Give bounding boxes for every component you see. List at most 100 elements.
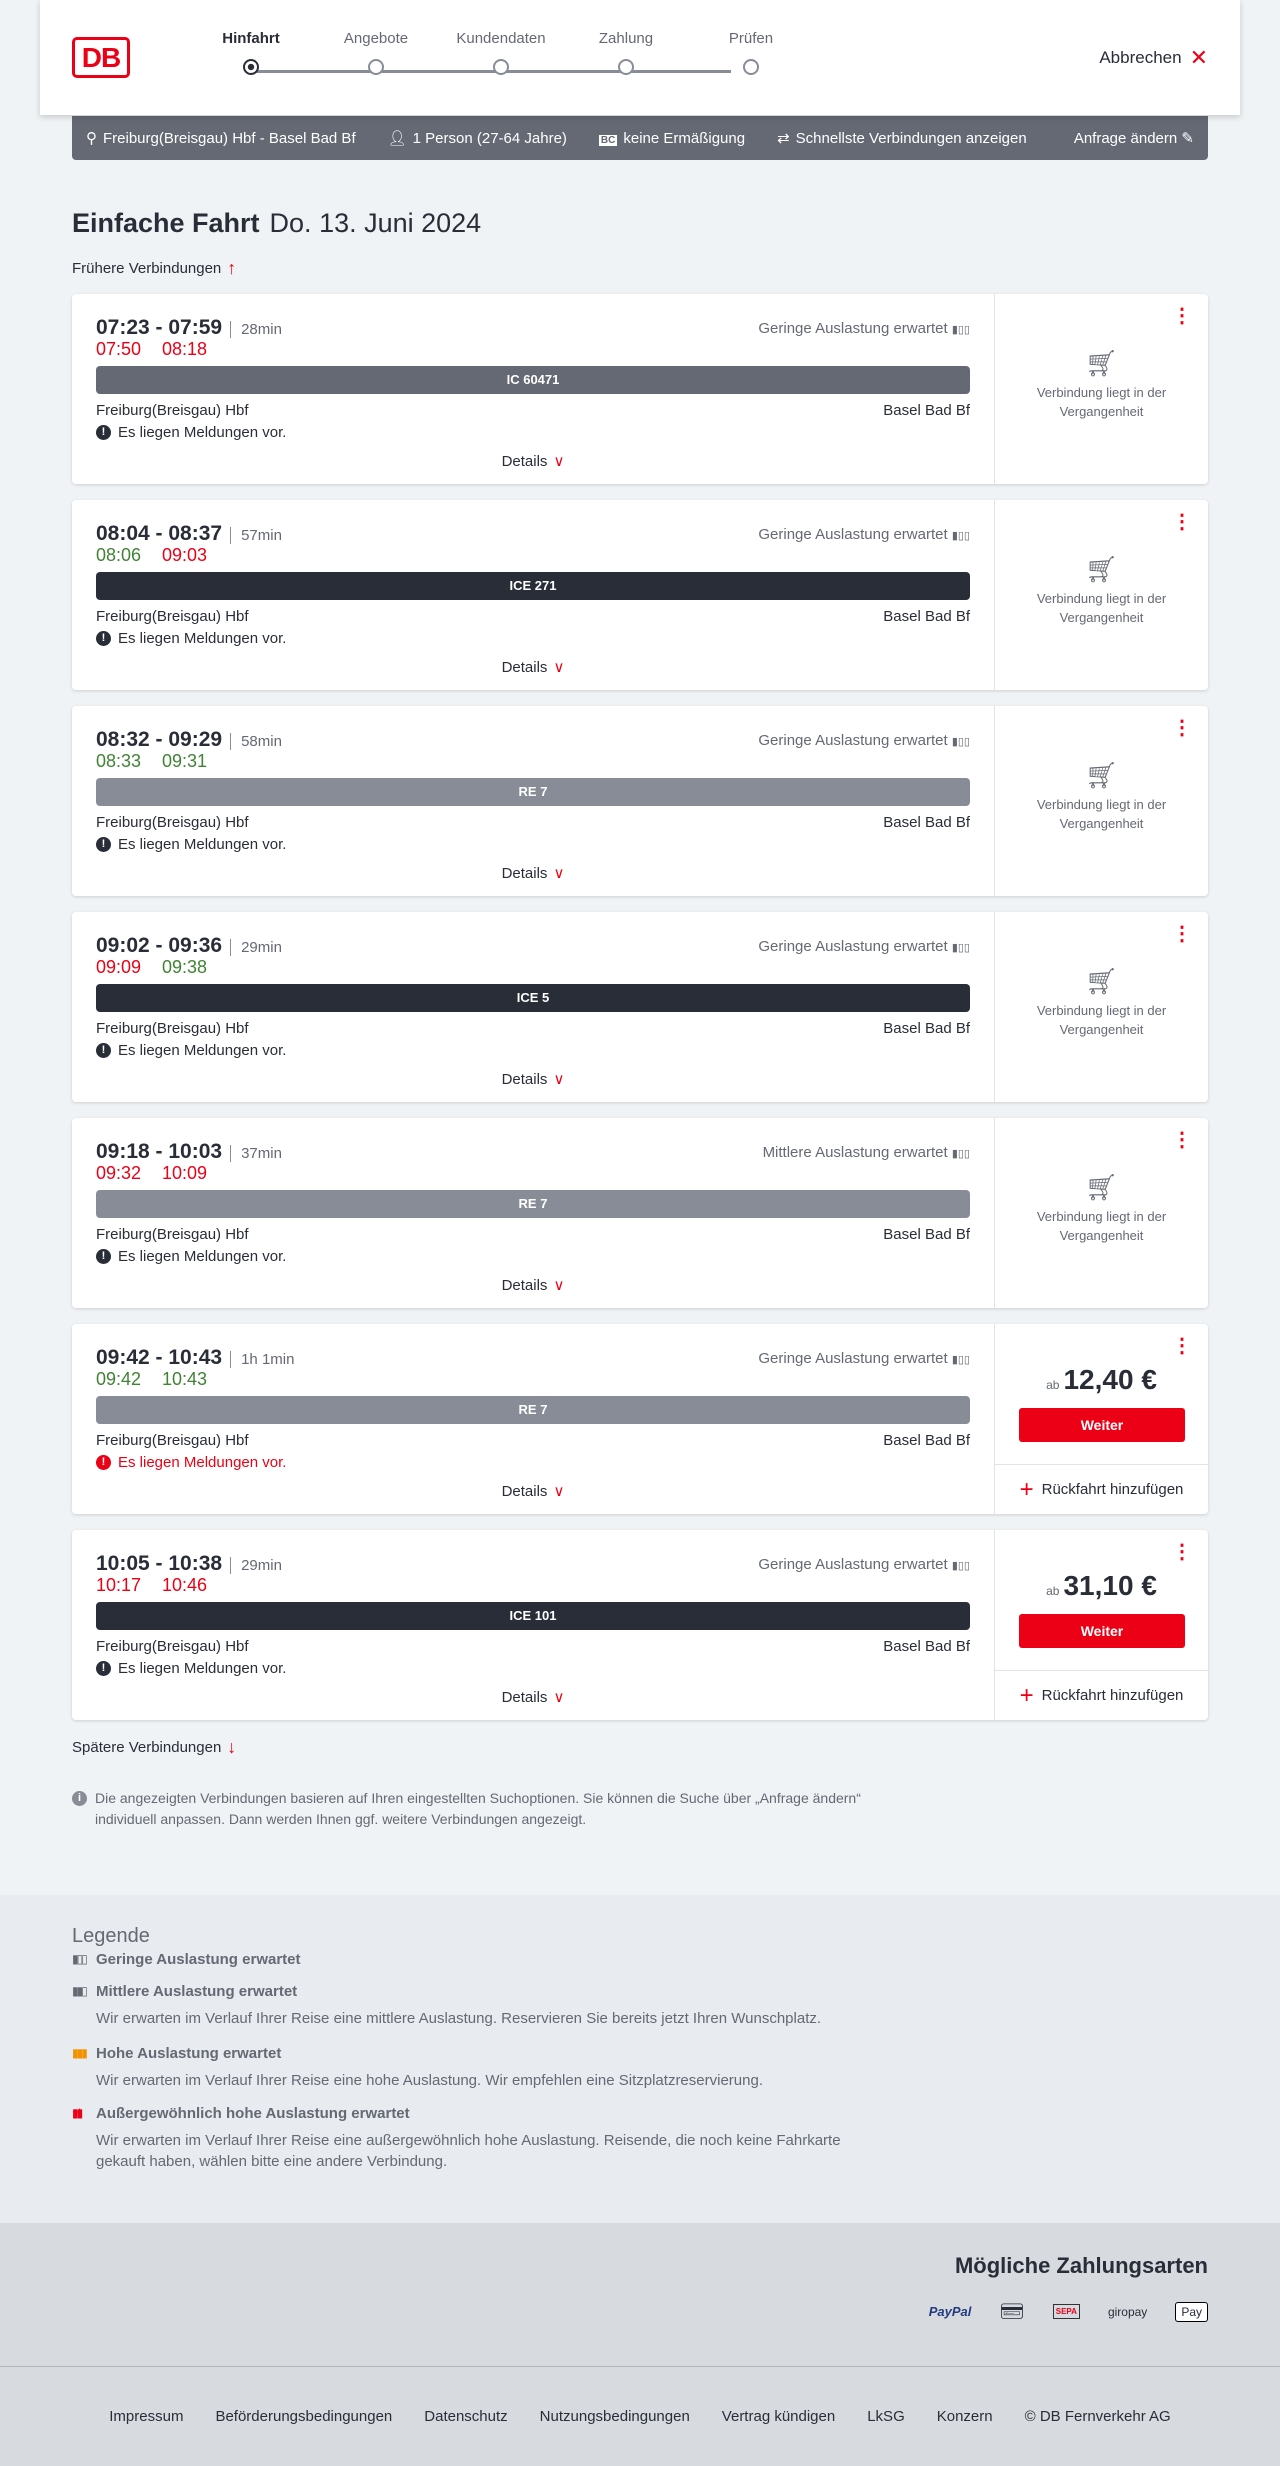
apple-pay-logo: Pay [1175, 2301, 1208, 2322]
earlier-connections-link[interactable]: Frühere Verbindungen ↑ [72, 258, 236, 279]
apple-pay-text: Pay [1181, 2304, 1202, 2319]
occupancy-info: Geringe Auslastung erwartet ▮▯▯ [758, 1350, 970, 1367]
plus-icon: + [1019, 1681, 1034, 1709]
destination-station: Basel Bad Bf [883, 402, 970, 419]
trip-type: Einfache Fahrt [72, 208, 260, 238]
return-label: Rückfahrt hinzufügen [1041, 1687, 1184, 1704]
add-return-button[interactable]: + Rückfahrt hinzufügen [995, 1670, 1208, 1720]
giropay-logo: giropay [1107, 2304, 1148, 2319]
origin-station: Freiburg(Breisgau) Hbf [96, 608, 249, 625]
footer-link[interactable]: LkSG [867, 2408, 905, 2425]
messages-notice: ! Es liegen Meldungen vor. [96, 1248, 286, 1265]
progress-line [251, 70, 731, 73]
connection-card: 08:32 - 09:29 58min Geringe Auslastung er… [72, 706, 1208, 896]
swap-icon: ⇄ [777, 130, 790, 147]
continue-button[interactable]: Weiter [1019, 1614, 1185, 1648]
cancel-button[interactable]: Abbrechen ✕ [1099, 45, 1208, 71]
details-toggle[interactable]: Details ∨ [96, 1276, 970, 1294]
passenger-summary: 👤︎ 1 Person (27-64 Jahre) [388, 129, 567, 147]
connection-card: 09:18 - 10:03 37min Mittlere Auslastung e… [72, 1118, 1208, 1308]
time-range: 09:02 - 09:36 [96, 934, 223, 957]
scheduled-times: 09:18 - 10:03 37min [96, 1140, 282, 1164]
more-options-icon[interactable]: ⋮ [1172, 305, 1192, 327]
messages-notice: ! Es liegen Meldungen vor. [96, 424, 286, 441]
step-angebote: Angebote [316, 30, 436, 75]
occupancy-info: Geringe Auslastung erwartet ▮▯▯ [758, 1556, 970, 1573]
occupancy-icon: ▮▯▯ [951, 530, 970, 542]
continue-button[interactable]: Weiter [1019, 1408, 1185, 1442]
footer-link[interactable]: Konzern [936, 2408, 993, 2425]
details-toggle[interactable]: Details ∨ [96, 864, 970, 882]
connection-card: 08:04 - 08:37 57min Geringe Auslastung er… [72, 500, 1208, 690]
more-options-icon[interactable]: ⋮ [1172, 923, 1192, 945]
occupancy-icon: ▮▯▯ [951, 1560, 970, 1572]
time-range: 09:42 - 10:43 [96, 1346, 223, 1369]
payment-section: Mögliche Zahlungsarten PayPal 💳︎ SEPA gi… [0, 2223, 1280, 2367]
more-options-icon[interactable]: ⋮ [1172, 511, 1192, 533]
realtime-departure: 07:50 [96, 339, 142, 359]
footer-link[interactable]: Nutzungsbedingungen [539, 2408, 690, 2425]
occupancy-text: Geringe Auslastung erwartet [758, 526, 948, 543]
step-label: Hinfahrt [222, 30, 280, 47]
footer-link[interactable]: Impressum [109, 2408, 184, 2425]
legend-item-title: Außergewöhnlich hohe Auslastung erwartet [96, 2105, 410, 2122]
progress-steps: Hinfahrt Angebote Kundendaten Zahlung Prüfen [211, 30, 773, 90]
details-label: Details [501, 1483, 548, 1500]
info-icon: i [72, 1791, 87, 1806]
message-text: Es liegen Meldungen vor. [118, 424, 287, 441]
page-title: Einfache Fahrt Do. 13. Juni 2024 [72, 208, 481, 239]
later-connections-link[interactable]: Spätere Verbindungen ↓ [72, 1737, 236, 1758]
footer-link[interactable]: Datenschutz [424, 2408, 508, 2425]
connection-main: 08:32 - 09:29 58min Geringe Auslastung er… [96, 706, 970, 896]
price-prefix: ab [1046, 1584, 1060, 1598]
footer-link[interactable]: Vertrag kündigen [721, 2408, 836, 2425]
add-return-button[interactable]: + Rückfahrt hinzufügen [995, 1464, 1208, 1514]
more-options-icon[interactable]: ⋮ [1172, 1129, 1192, 1151]
origin-station: Freiburg(Breisgau) Hbf [96, 1226, 249, 1243]
price: ab 31,10 € [995, 1570, 1208, 1602]
occupancy-text: Geringe Auslastung erwartet [758, 1350, 948, 1367]
return-label: Rückfahrt hinzufügen [1041, 1481, 1184, 1498]
origin-station: Freiburg(Breisgau) Hbf [96, 1432, 249, 1449]
cart-disabled-icon: 🛒︎ [1084, 966, 1118, 996]
step-label: Zahlung [598, 30, 654, 47]
more-options-icon[interactable]: ⋮ [1172, 717, 1192, 739]
destination-station: Basel Bad Bf [883, 814, 970, 831]
message-text: Es liegen Meldungen vor. [118, 1042, 287, 1059]
realtime-arrival: 09:31 [162, 751, 208, 771]
chevron-down-icon: ∨ [553, 865, 565, 882]
chevron-down-icon: ∨ [553, 659, 565, 676]
db-logo[interactable]: DB [72, 37, 130, 78]
messages-notice: ! Es liegen Meldungen vor. [96, 630, 286, 647]
train-bar: ICE 5 [96, 984, 970, 1012]
details-toggle[interactable]: Details ∨ [96, 658, 970, 676]
more-options-icon[interactable]: ⋮ [1172, 1541, 1192, 1563]
past-notice: 🛒︎ Verbindung liegt in der Vergangenheit [995, 350, 1208, 421]
realtime-departure: 10:17 [96, 1575, 142, 1595]
realtime-arrival: 10:09 [162, 1163, 208, 1183]
time-range: 07:23 - 07:59 [96, 316, 223, 339]
legend-item-title: Hohe Auslastung erwartet [96, 2045, 282, 2062]
details-label: Details [501, 865, 548, 882]
train-bar: IC 60471 [96, 366, 970, 394]
footer-link[interactable]: Beförderungsbedingungen [215, 2408, 393, 2425]
scheduled-times: 10:05 - 10:38 29min [96, 1552, 282, 1576]
legend-item: ▮⁄▮ Außergewöhnlich hohe Auslastung erwar… [72, 2105, 856, 2172]
past-notice: 🛒︎ Verbindung liegt in der Vergangenheit [995, 556, 1208, 627]
footer-link[interactable]: © DB Fernverkehr AG [1024, 2408, 1171, 2425]
details-toggle[interactable]: Details ∨ [96, 1688, 970, 1706]
time-range: 08:04 - 08:37 [96, 522, 223, 545]
duration: 1h 1min [230, 1351, 295, 1368]
legend-item: ▮▯▯ Geringe Auslastung erwartet [72, 1951, 301, 1968]
duration: 58min [230, 733, 282, 750]
info-note: i Die angezeigten Verbindungen basieren a… [72, 1788, 872, 1830]
realtime-arrival: 10:43 [162, 1369, 208, 1389]
step-kundendaten: Kundendaten [441, 30, 561, 75]
occupancy-text: Geringe Auslastung erwartet [758, 938, 948, 955]
train-bar: RE 7 [96, 1396, 970, 1424]
details-toggle[interactable]: Details ∨ [96, 1070, 970, 1088]
change-request-button[interactable]: Anfrage ändern ✎ [1074, 129, 1194, 147]
details-toggle[interactable]: Details ∨ [96, 1482, 970, 1500]
more-options-icon[interactable]: ⋮ [1172, 1335, 1192, 1357]
details-toggle[interactable]: Details ∨ [96, 452, 970, 470]
